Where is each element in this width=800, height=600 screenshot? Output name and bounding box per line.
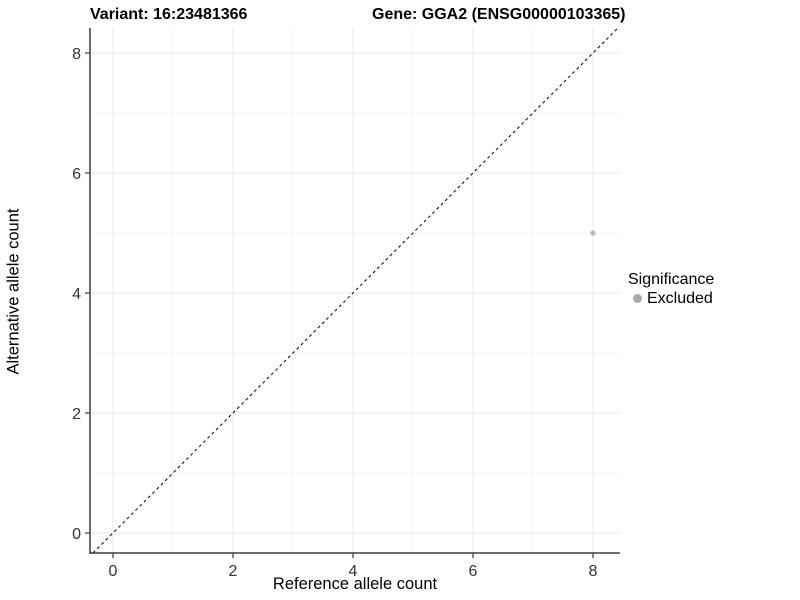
x-axis-title: Reference allele count <box>272 575 438 593</box>
gene-title: Gene: GGA2 (ENSG00000103365) <box>372 6 626 23</box>
svg-text:8: 8 <box>589 563 598 580</box>
svg-text:2: 2 <box>229 563 238 580</box>
y-axis-title: Alternative allele count <box>4 208 23 375</box>
legend-title: Significance <box>628 271 715 288</box>
legend: Significance Excluded <box>628 270 714 308</box>
legend-item-label: Excluded <box>647 290 713 307</box>
svg-text:4: 4 <box>72 286 81 303</box>
legend-item-excluded: Excluded <box>628 289 714 308</box>
svg-text:4: 4 <box>349 563 358 580</box>
svg-text:0: 0 <box>109 563 118 580</box>
svg-text:6: 6 <box>72 166 81 183</box>
svg-text:0: 0 <box>72 526 81 543</box>
svg-text:6: 6 <box>469 563 478 580</box>
excluded-point-icon <box>633 294 642 303</box>
variant-title: Variant: 16:23481366 <box>90 6 248 23</box>
svg-text:8: 8 <box>72 46 81 63</box>
svg-text:2: 2 <box>72 406 81 423</box>
